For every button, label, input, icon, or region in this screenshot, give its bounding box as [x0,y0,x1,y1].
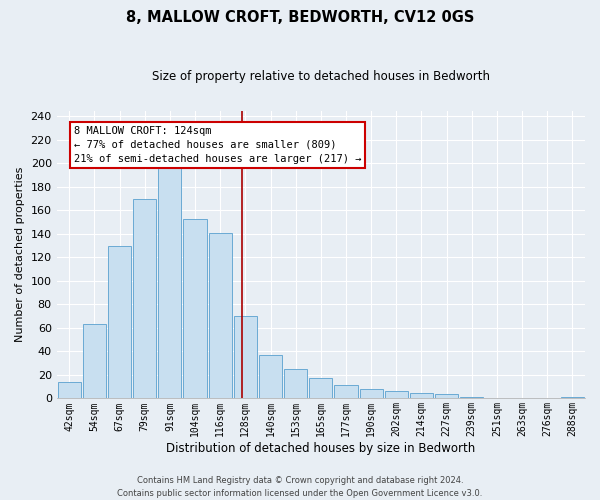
Bar [184,218,206,398]
Text: 8 MALLOW CROFT: 124sqm
← 77% of detached houses are smaller (809)
21% of semi-de: 8 MALLOW CROFT: 124sqm ← 77% of detached… [74,126,361,164]
Bar [133,198,156,398]
Bar [460,397,484,398]
Bar [209,232,232,398]
Bar [284,369,307,398]
Bar [83,324,106,398]
Bar [334,386,358,398]
Bar [259,355,282,399]
Bar [561,397,584,398]
Bar [58,382,81,398]
X-axis label: Distribution of detached houses by size in Bedworth: Distribution of detached houses by size … [166,442,475,455]
Y-axis label: Number of detached properties: Number of detached properties [15,167,25,342]
Bar [359,389,383,398]
Bar [234,316,257,398]
Text: 8, MALLOW CROFT, BEDWORTH, CV12 0GS: 8, MALLOW CROFT, BEDWORTH, CV12 0GS [126,10,474,25]
Title: Size of property relative to detached houses in Bedworth: Size of property relative to detached ho… [152,70,490,83]
Bar [435,394,458,398]
Bar [158,164,181,398]
Bar [108,246,131,398]
Bar [309,378,332,398]
Bar [385,392,408,398]
Bar [410,392,433,398]
Text: Contains HM Land Registry data © Crown copyright and database right 2024.
Contai: Contains HM Land Registry data © Crown c… [118,476,482,498]
